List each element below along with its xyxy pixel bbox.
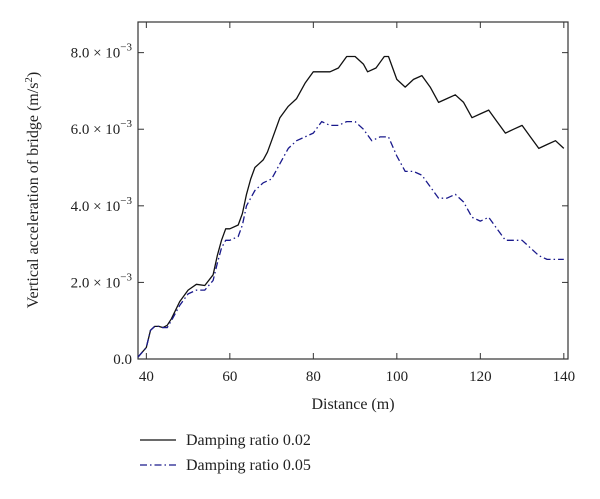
x-tick-label: 120 (469, 369, 492, 385)
y-tick-label: 8.0 × 10−3 (71, 42, 133, 62)
series-line (137, 120, 564, 358)
legend: Damping ratio 0.02 Damping ratio 0.05 (140, 432, 311, 474)
legend-label: Damping ratio 0.05 (186, 457, 311, 474)
axis-ticks: 40 60 80 100 120 140 0.0 2.0 × 10−3 4.0 × 10−3 6.… (71, 22, 576, 385)
y-axis-title: Vertical acceleration of bridge (m/s2) (23, 72, 42, 309)
x-tick-label: 100 (386, 369, 409, 385)
x-tick-label: 140 (553, 369, 576, 385)
x-tick-label: 40 (139, 369, 154, 385)
x-axis-title: Distance (m) (311, 396, 394, 413)
x-tick-label: 60 (222, 369, 237, 385)
y-tick-label: 6.0 × 10−3 (71, 118, 133, 138)
series-lines (137, 55, 565, 358)
plot-frame (137, 21, 569, 360)
y-tick-label: 0.0 (113, 352, 132, 368)
x-tick-label: 80 (306, 369, 321, 385)
legend-label: Damping ratio 0.02 (186, 432, 311, 449)
y-tick-label: 2.0 × 10−3 (71, 271, 133, 291)
y-tick-label: 4.0 × 10−3 (71, 195, 133, 215)
series-line (137, 55, 565, 358)
